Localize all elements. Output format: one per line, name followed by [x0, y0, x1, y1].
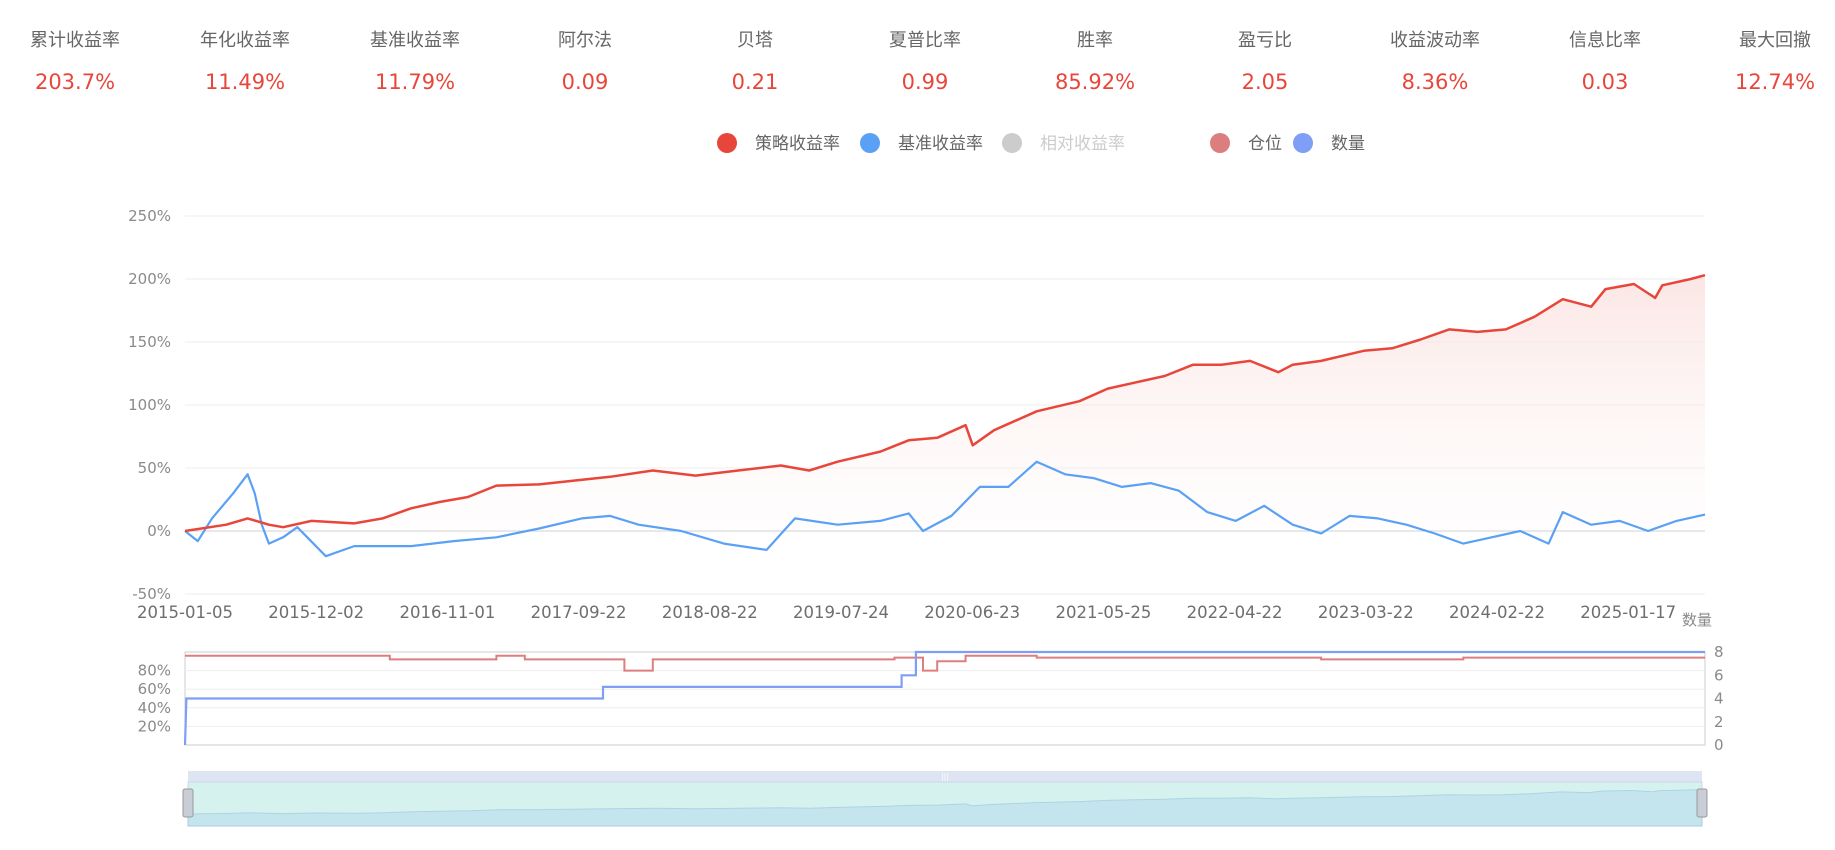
- x-tick-label: 2019-07-24: [793, 603, 889, 622]
- zoom-top-bar: [188, 771, 1702, 782]
- stat-value: 11.79%: [374, 70, 456, 94]
- stat-label: 盈亏比: [1238, 30, 1292, 51]
- sub-right-tick-label: 6: [1714, 666, 1724, 684]
- stat-label: 夏普比率: [889, 30, 961, 51]
- strategy-area: [185, 275, 1705, 531]
- legend-label: 基准收益率: [898, 134, 983, 154]
- legend-marker: [1293, 133, 1313, 153]
- zoom-handle-left[interactable]: [182, 788, 194, 818]
- x-tick-label: 2025-01-17: [1580, 603, 1676, 622]
- sub-right-tick-label: 2: [1714, 713, 1724, 731]
- zoom-grip-icon: |||: [941, 772, 949, 781]
- sub-right-tick-label: 8: [1714, 643, 1724, 661]
- stat-value: 8.36%: [1401, 70, 1469, 94]
- sub-y-tick-label: 40%: [138, 699, 171, 717]
- legend-item-1[interactable]: 基准收益率: [860, 133, 983, 154]
- right-axis-name: 数量: [1682, 611, 1712, 629]
- stat-label: 贝塔: [737, 30, 773, 51]
- stat-value: 0.03: [1581, 70, 1629, 94]
- stat-value: 203.7%: [34, 70, 116, 94]
- legend-marker: [860, 133, 880, 153]
- sub-right-tick-label: 4: [1714, 690, 1724, 708]
- sub-y-tick-label: 80%: [138, 662, 171, 680]
- x-tick-label: 2015-12-02: [268, 603, 364, 622]
- data-zoom-slider[interactable]: |||: [182, 771, 1708, 827]
- stats-bar: 累计收益率 203.7% 年化收益率 11.49% 基准收益率 11.79% 阿尔法 0.09…: [0, 0, 1835, 110]
- series-line-benchmark: [184, 460, 1706, 558]
- legend-item-4[interactable]: 数量: [1293, 133, 1365, 154]
- x-tick-label: 2022-04-22: [1187, 603, 1283, 622]
- x-tick-label: 2024-02-22: [1449, 603, 1545, 622]
- stat-value: 0.21: [731, 70, 779, 94]
- legend-marker: [1210, 133, 1230, 153]
- stat-label: 累计收益率: [30, 30, 120, 51]
- y-tick-label: 50%: [138, 459, 171, 477]
- stat-value: 0.09: [561, 70, 609, 94]
- zoom-preview: [187, 789, 1703, 827]
- x-tick-label: 2018-08-22: [662, 603, 758, 622]
- legend-label: 仓位: [1248, 134, 1282, 154]
- stat-value: 2.05: [1241, 70, 1289, 94]
- stat-label: 胜率: [1077, 30, 1113, 51]
- stat-label: 最大回撤: [1739, 30, 1811, 51]
- y-tick-label: 100%: [128, 396, 171, 414]
- legend-label: 数量: [1331, 134, 1365, 154]
- stat-value: 12.74%: [1734, 70, 1816, 94]
- series-line-position: [185, 654, 1705, 672]
- y-tick-label: 200%: [128, 270, 171, 288]
- stat-label: 收益波动率: [1390, 30, 1480, 51]
- x-tick-label: 2023-03-22: [1318, 603, 1414, 622]
- y-tick-label: -50%: [132, 585, 171, 603]
- stat-label: 基准收益率: [370, 30, 460, 51]
- legend-marker: [717, 133, 737, 153]
- stat-value: 0.99: [901, 70, 949, 94]
- legend-item-2[interactable]: 相对收益率: [1002, 133, 1125, 154]
- stat-label: 阿尔法: [558, 30, 612, 51]
- stat-label: 信息比率: [1569, 30, 1641, 51]
- legend-label: 策略收益率: [755, 134, 840, 154]
- series-line-strategy: [184, 273, 1706, 533]
- y-tick-label: 250%: [128, 207, 171, 225]
- x-tick-label: 2021-05-25: [1055, 603, 1151, 622]
- stat-value: 11.49%: [204, 70, 286, 94]
- stat-value: 85.92%: [1054, 70, 1136, 94]
- x-tick-label: 2020-06-23: [924, 603, 1020, 622]
- sub-right-tick-label: 0: [1714, 736, 1724, 754]
- stat-label: 年化收益率: [200, 30, 290, 51]
- series-line-count: [183, 650, 1705, 746]
- legend-item-3[interactable]: 仓位: [1210, 133, 1282, 154]
- y-tick-label: 0%: [147, 522, 171, 540]
- sub-y-tick-label: 20%: [138, 717, 171, 735]
- y-tick-label: 150%: [128, 333, 171, 351]
- zoom-handle-right[interactable]: [1696, 788, 1708, 818]
- legend-item-0[interactable]: 策略收益率: [717, 133, 840, 154]
- x-tick-label: 2015-01-05: [137, 603, 233, 622]
- legend-marker: [1002, 133, 1022, 153]
- sub-y-tick-label: 60%: [138, 680, 171, 698]
- x-tick-label: 2017-09-22: [531, 603, 627, 622]
- legend-label: 相对收益率: [1040, 134, 1125, 154]
- x-tick-label: 2016-11-01: [399, 603, 495, 622]
